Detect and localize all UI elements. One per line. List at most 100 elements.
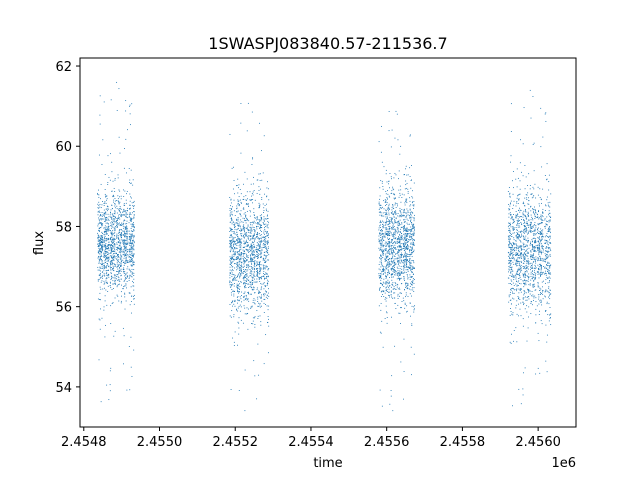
data-point (246, 275, 248, 277)
data-point (102, 239, 104, 241)
data-point (392, 227, 394, 229)
data-point (392, 188, 394, 190)
data-point (381, 233, 383, 235)
data-point (510, 226, 512, 228)
data-point (252, 248, 254, 250)
data-point (103, 265, 105, 266)
data-point (549, 277, 551, 279)
data-point (246, 274, 248, 276)
data-point (393, 269, 395, 271)
data-point (116, 205, 118, 207)
data-point (247, 265, 249, 267)
data-point (236, 211, 238, 213)
data-point (401, 268, 403, 270)
data-point (116, 200, 117, 202)
data-point (248, 264, 250, 266)
data-point (524, 239, 526, 240)
data-point (395, 249, 397, 250)
data-point (390, 219, 392, 220)
data-point (130, 301, 132, 302)
data-point (249, 215, 251, 217)
data-point (133, 264, 135, 265)
data-point (532, 186, 534, 188)
data-point (527, 262, 529, 263)
data-point (122, 211, 124, 213)
data-point (129, 260, 131, 262)
data-point (380, 266, 382, 268)
data-point (395, 237, 397, 239)
data-point (118, 222, 120, 224)
data-point (113, 239, 115, 240)
data-point (532, 233, 534, 235)
data-point (384, 258, 386, 260)
data-point (116, 266, 118, 267)
data-point (413, 201, 415, 203)
data-point (384, 248, 386, 250)
data-point (534, 206, 535, 208)
data-point (406, 216, 407, 218)
data-point (531, 240, 533, 242)
data-point (119, 196, 120, 198)
data-point (518, 283, 520, 284)
data-point (412, 251, 414, 253)
data-point (410, 276, 412, 278)
data-point (258, 219, 260, 221)
data-point (399, 219, 401, 221)
data-point (133, 269, 135, 271)
data-point (516, 262, 518, 264)
data-point (398, 246, 400, 247)
data-point (400, 307, 401, 309)
data-point (98, 205, 100, 207)
data-point (129, 230, 131, 232)
data-point (508, 271, 509, 273)
data-point (113, 270, 115, 272)
data-point (116, 81, 118, 83)
data-point (111, 224, 113, 226)
data-point (378, 211, 380, 213)
data-point (264, 193, 266, 195)
data-point (100, 238, 102, 239)
data-point (251, 262, 252, 264)
data-point (413, 262, 415, 264)
data-point (250, 224, 252, 226)
data-point (118, 232, 120, 234)
data-point (378, 264, 380, 266)
data-point (526, 263, 528, 265)
data-point (403, 272, 405, 274)
data-point (517, 284, 519, 286)
data-point (388, 181, 390, 182)
data-point (263, 244, 265, 246)
data-point (133, 282, 134, 284)
data-point (404, 243, 406, 245)
data-point (524, 237, 526, 239)
data-point (515, 227, 517, 228)
data-point (250, 258, 251, 260)
data-point (259, 206, 261, 208)
data-point (511, 275, 513, 277)
data-point (398, 189, 400, 191)
data-point (261, 276, 263, 277)
data-point (396, 258, 398, 260)
data-point (259, 242, 261, 244)
data-point (513, 248, 515, 250)
data-point (389, 272, 390, 274)
data-point (406, 247, 408, 249)
data-point (247, 276, 249, 278)
data-point (395, 218, 397, 220)
data-point (131, 295, 133, 297)
data-point (123, 245, 125, 247)
data-point (236, 208, 238, 210)
data-point (509, 203, 511, 205)
data-point (537, 258, 539, 260)
data-point (253, 236, 254, 238)
data-point (540, 107, 542, 109)
data-point (513, 237, 515, 239)
data-point (513, 246, 515, 248)
data-point (394, 238, 396, 239)
data-point (411, 201, 413, 203)
data-point (103, 239, 105, 241)
data-point (100, 248, 102, 250)
data-point (108, 208, 110, 210)
data-point (132, 184, 134, 186)
data-point (247, 261, 249, 263)
